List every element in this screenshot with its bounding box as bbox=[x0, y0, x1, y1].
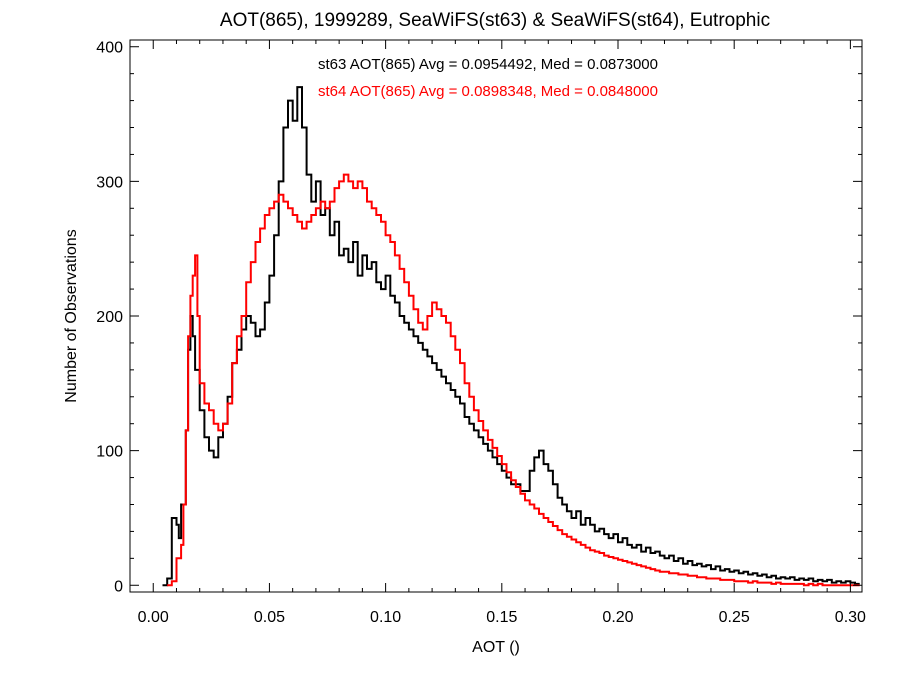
x-tick-label-6: 0.30 bbox=[835, 609, 866, 626]
y-tick-label-4: 400 bbox=[96, 40, 123, 57]
x-tick-label-0: 0.00 bbox=[138, 609, 169, 626]
series-line-1 bbox=[167, 173, 860, 587]
y-axis-label: Number of Observations bbox=[63, 229, 80, 402]
y-tick-label-1: 100 bbox=[96, 444, 123, 461]
x-tick-label-3: 0.15 bbox=[486, 609, 517, 626]
x-tick-label-2: 0.10 bbox=[370, 609, 401, 626]
x-axis-label: AOT () bbox=[472, 639, 520, 656]
x-tick-label-4: 0.20 bbox=[602, 609, 633, 626]
y-tick-label-3: 300 bbox=[96, 174, 123, 191]
x-tick-label-5: 0.25 bbox=[719, 609, 750, 626]
x-tick-label-1: 0.05 bbox=[254, 609, 285, 626]
plot-frame bbox=[129, 39, 863, 593]
y-tick-label-2: 200 bbox=[96, 309, 123, 326]
series-line-0 bbox=[162, 86, 860, 587]
y-tick-label-0: 0 bbox=[114, 578, 123, 595]
series-layer bbox=[162, 86, 860, 587]
y-axis-ticks: 0 100 200 300 400 bbox=[96, 40, 862, 595]
annotation-st63: st63 AOT(865) Avg = 0.0954492, Med = 0.0… bbox=[318, 56, 658, 73]
annotation-st64: st64 AOT(865) Avg = 0.0898348, Med = 0.0… bbox=[318, 83, 658, 100]
x-axis-ticks: 0.00 0.05 0.10 0.15 0.20 0.25 0.30 bbox=[129, 40, 866, 626]
chart-title: AOT(865), 1999289, SeaWiFS(st63) & SeaWi… bbox=[220, 10, 770, 31]
